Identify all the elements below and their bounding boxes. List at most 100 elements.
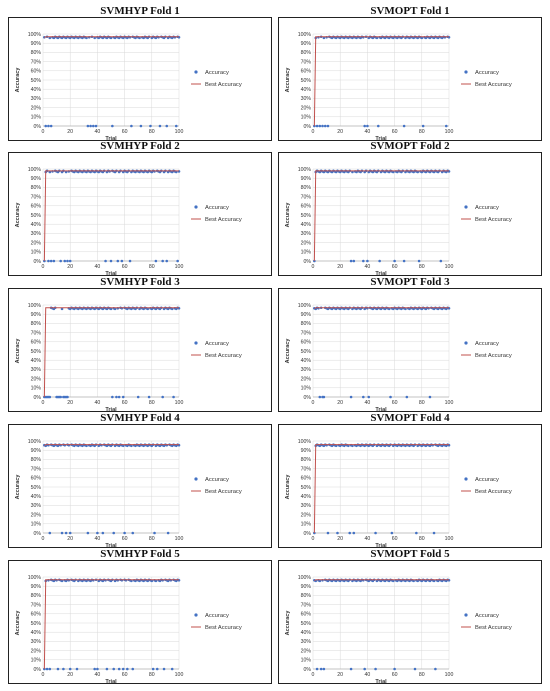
x-axis-label: Trial <box>105 136 117 142</box>
x-tick-label: 0 <box>312 400 315 406</box>
x-tick-label: 80 <box>149 400 155 406</box>
accuracy-point <box>66 259 69 263</box>
y-tick-label: 40% <box>31 222 42 228</box>
x-tick-label: 40 <box>95 264 101 270</box>
accuracy-point <box>123 531 126 535</box>
y-tick-label: 70% <box>31 59 42 65</box>
accuracy-point <box>393 667 396 671</box>
accuracy-point <box>326 531 330 535</box>
accuracy-point <box>86 531 90 535</box>
y-tick-label: 60% <box>31 69 42 75</box>
y-tick-label: 30% <box>301 367 312 373</box>
y-tick-label: 40% <box>301 358 312 364</box>
legend-accuracy-marker <box>464 613 468 617</box>
legend-accuracy-label: Accuracy <box>475 341 499 347</box>
accuracy-point <box>86 124 90 128</box>
y-tick-label: 10% <box>301 386 312 392</box>
accuracy-point <box>52 259 56 263</box>
y-tick-label: 60% <box>31 612 42 618</box>
y-tick-label: 80% <box>301 593 312 599</box>
accuracy-point <box>415 531 418 535</box>
accuracy-point <box>116 259 120 263</box>
x-tick-label: 20 <box>67 129 73 135</box>
y-tick-label: 90% <box>31 448 42 454</box>
y-tick-label: 30% <box>31 96 42 102</box>
legend-accuracy-marker <box>194 205 198 209</box>
chart-svg: 0% 10% 20% 30% 40% 50% 60% 70% 80% 90% 100% 0 20 40 60… <box>285 167 512 277</box>
y-tick-label: 30% <box>301 96 312 102</box>
y-tick-label: 20% <box>31 512 42 518</box>
legend-accuracy-marker <box>464 205 468 209</box>
y-tick-label: 10% <box>301 115 312 121</box>
accuracy-point <box>174 124 178 128</box>
y-tick-label: 0% <box>304 531 312 537</box>
accuracy-point <box>101 531 105 535</box>
x-axis-label: Trial <box>375 136 387 142</box>
x-tick-label: 60 <box>122 129 128 135</box>
accuracy-point <box>112 531 116 535</box>
legend-accuracy-marker <box>464 477 468 481</box>
legend-best-label: Best Accuracy <box>475 353 512 359</box>
y-tick-label: 0% <box>304 395 312 401</box>
best-accuracy-line <box>313 170 449 262</box>
accuracy-point <box>323 124 327 128</box>
x-tick-label: 20 <box>337 264 343 270</box>
legend-best-label: Best Accuracy <box>475 217 512 223</box>
accuracy-point <box>59 259 62 263</box>
y-tick-label: 90% <box>301 41 312 47</box>
accuracy-point <box>131 667 135 671</box>
accuracy-point <box>363 667 366 671</box>
y-tick-label: 70% <box>301 330 312 336</box>
x-tick-label: 100 <box>175 129 184 135</box>
y-tick-label: 80% <box>301 50 312 56</box>
x-axis-label: Trial <box>375 271 387 277</box>
y-tick-label: 80% <box>301 457 312 463</box>
x-tick-label: 40 <box>95 129 101 135</box>
chart-panel: 0% 10% 20% 30% 40% 50% 60% 70% 80% 90% 100% 0 20 40 60… <box>278 17 542 142</box>
y-axis-label: Accuracy <box>15 67 21 93</box>
legend-accuracy-marker <box>194 341 198 345</box>
y-tick-label: 40% <box>31 630 42 636</box>
accuracy-point <box>68 259 72 263</box>
accuracy-point <box>66 395 69 399</box>
y-tick-label: 60% <box>31 476 42 482</box>
accuracy-point <box>75 667 79 671</box>
y-tick-label: 90% <box>31 41 42 47</box>
y-tick-label: 30% <box>31 639 42 645</box>
y-tick-label: 20% <box>301 105 312 111</box>
y-tick-label: 50% <box>31 213 42 219</box>
y-tick-label: 80% <box>301 321 312 327</box>
x-tick-label: 40 <box>95 400 101 406</box>
x-axis-label: Trial <box>375 407 387 413</box>
chart-title: SVMOPT Fold 4 <box>370 412 450 424</box>
y-tick-label: 90% <box>31 584 42 590</box>
chart-panel: 0% 10% 20% 30% 40% 50% 60% 70% 80% 90% 100% 0 20 40 60… <box>8 288 272 413</box>
y-tick-label: 10% <box>31 386 42 392</box>
y-tick-label: 10% <box>31 250 42 256</box>
y-tick-label: 10% <box>31 522 42 528</box>
accuracy-point <box>128 259 132 263</box>
y-tick-label: 80% <box>31 457 42 463</box>
accuracy-point <box>68 531 72 535</box>
chart-svg: 0% 10% 20% 30% 40% 50% 60% 70% 80% 90% 100% 0 20 40 60… <box>285 32 512 142</box>
x-tick-label: 80 <box>419 672 425 678</box>
y-tick-label: 20% <box>301 240 312 246</box>
accuracy-point <box>154 259 158 263</box>
accuracy-point <box>172 395 175 399</box>
legend-accuracy-label: Accuracy <box>475 70 499 76</box>
y-tick-label: 100% <box>298 167 312 173</box>
accuracy-point <box>393 259 396 263</box>
best-accuracy-line <box>314 579 449 582</box>
best-accuracy-line <box>43 307 179 398</box>
y-tick-label: 10% <box>301 522 312 528</box>
y-tick-label: 90% <box>301 176 312 182</box>
y-tick-label: 30% <box>301 231 312 237</box>
chart-svg: 0% 10% 20% 30% 40% 50% 60% 70% 80% 90% 100% 0 20 40 60… <box>285 575 512 685</box>
chart-panel: 0% 10% 20% 30% 40% 50% 60% 70% 80% 90% 100% 0 20 40 60… <box>278 424 542 549</box>
y-tick-label: 100% <box>298 32 312 38</box>
y-tick-label: 60% <box>301 340 312 346</box>
accuracy-point <box>421 124 425 128</box>
accuracy-point <box>336 531 339 535</box>
chart-title: SVMOPT Fold 2 <box>370 140 450 152</box>
x-tick-label: 20 <box>67 400 73 406</box>
